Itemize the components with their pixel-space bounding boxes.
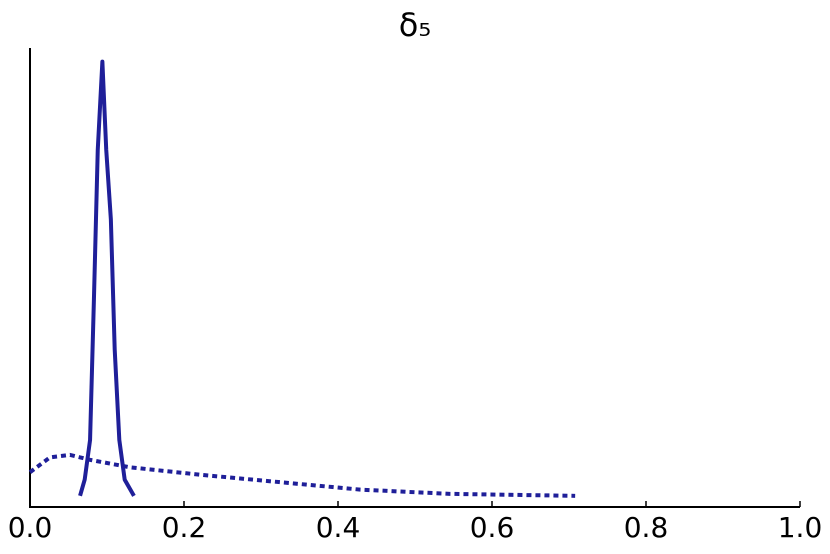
x-tick-label: 0.4 xyxy=(316,511,361,544)
x-tick-label: 0.2 xyxy=(162,511,207,544)
x-tick-label: 0.6 xyxy=(470,511,515,544)
x-tick-label: 1.0 xyxy=(778,511,823,544)
density-line xyxy=(28,452,576,498)
chart-title: δ₅ xyxy=(399,6,431,44)
x-tick-label: 0.8 xyxy=(624,511,669,544)
density-line xyxy=(78,59,136,497)
x-tick-label: 0.0 xyxy=(8,511,53,544)
